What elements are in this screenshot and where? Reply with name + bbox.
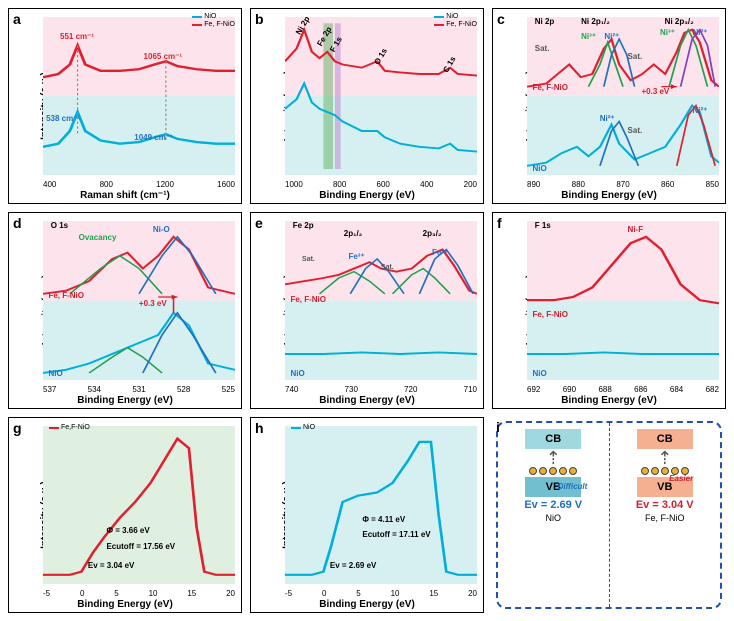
panel-a-xlabel: Raman shift (cm⁻¹)	[80, 190, 170, 201]
arrow-left: ⇡	[502, 451, 605, 465]
panel-b-legend: NiO Fe, F-NiO	[434, 13, 477, 28]
panel-e-label: e	[255, 215, 263, 231]
panel-a: a Intensity (a.u.) Raman shift (cm⁻¹) Ni…	[8, 8, 242, 204]
dots-right	[614, 467, 717, 475]
panel-d-xlabel: Binding Energy (eV)	[77, 395, 173, 406]
panel-i-outer: i CB ⇡ Difficult VB Ev = 2.69 V NiO CB ⇡…	[492, 417, 726, 613]
mat-right: Fe, F-NiO	[614, 513, 717, 523]
panel-h-legend: NiO	[291, 424, 315, 432]
panel-e-xticks: 740730720710	[285, 385, 477, 394]
panel-b-label: b	[255, 11, 264, 27]
panel-h: h Intensity (a.u.) Binding Energy (eV) N…	[250, 417, 484, 613]
panel-a-legend: NiO Fe, F-NiO	[192, 13, 235, 28]
panel-b-chart	[285, 17, 477, 175]
ev-left: Ev = 2.69 V	[502, 499, 605, 511]
panel-f-label: f	[497, 215, 502, 231]
cb-right: CB	[637, 429, 693, 449]
panel-b: b Intensity (a. u.) Binding Energy (eV) …	[250, 8, 484, 204]
panel-f-xticks: 692690688686684682	[527, 385, 719, 394]
panel-h-label: h	[255, 420, 264, 436]
arrow-right: ⇡	[614, 451, 717, 465]
panel-c-label: c	[497, 11, 505, 27]
panel-f-xlabel: Binding Energy (eV)	[561, 395, 657, 406]
panel-c-chart	[527, 17, 719, 175]
panel-a-label: a	[13, 11, 21, 27]
ev-right: Ev = 3.04 V	[614, 499, 717, 511]
dots-left	[502, 467, 605, 475]
panel-d-label: d	[13, 215, 22, 231]
panel-i-label: i	[496, 419, 500, 435]
panel-e-xlabel: Binding Energy (eV)	[319, 395, 415, 406]
panel-g-xticks: -505101520	[43, 589, 235, 598]
panel-c-xlabel: Binding Energy (eV)	[561, 190, 657, 201]
panel-c: c Intensity (a. u.) Binding Energy (eV) …	[492, 8, 726, 204]
panel-i-right: CB ⇡ Easier VB Ev = 3.04 V Fe, F-NiO	[610, 423, 721, 607]
panel-i-left: CB ⇡ Difficult VB Ev = 2.69 V NiO	[498, 423, 609, 607]
panel-e: e Intensity (a. u.) Binding Energy (eV) …	[250, 212, 484, 408]
mat-left: NiO	[502, 513, 605, 523]
panel-g-xlabel: Binding Energy (eV)	[77, 599, 173, 610]
panel-g-legend: Fe,F-NiO	[49, 424, 90, 432]
panel-f: f Intensity (a. u.) Binding Energy (eV) …	[492, 212, 726, 408]
panel-b-xlabel: Binding Energy (eV)	[319, 190, 415, 201]
panel-h-chart	[285, 426, 477, 584]
panel-g-chart	[43, 426, 235, 584]
panel-h-xlabel: Binding Energy (eV)	[319, 599, 415, 610]
panel-g-label: g	[13, 420, 22, 436]
panel-g: g Intensity (a.u.) Binding Energy (eV) F…	[8, 417, 242, 613]
panel-h-xticks: -505101520	[285, 589, 477, 598]
panel-f-chart	[527, 221, 719, 379]
panel-a-xticks: 40080012001600	[43, 180, 235, 189]
cb-left: CB	[525, 429, 581, 449]
panel-b-xticks: 1000800600400200	[285, 180, 477, 189]
panel-i-diagram: CB ⇡ Difficult VB Ev = 2.69 V NiO CB ⇡ E…	[496, 421, 722, 609]
panel-c-xticks: 890880870860850	[527, 180, 719, 189]
panel-d: d Intensity (a. u.) Binding Energy (eV) …	[8, 212, 242, 408]
panel-d-xticks: 537534531528525	[43, 385, 235, 394]
